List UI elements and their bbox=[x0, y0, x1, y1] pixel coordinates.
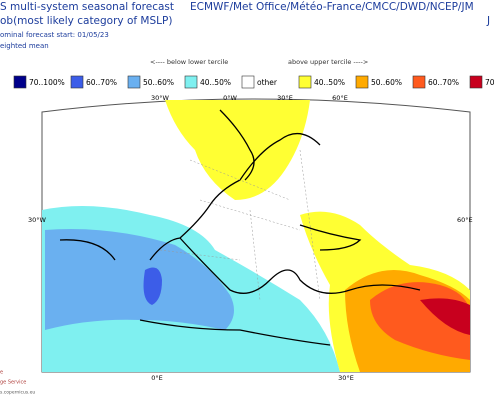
legend-swatch bbox=[298, 75, 312, 89]
legend-above-label: above upper tercile ----> bbox=[288, 58, 368, 66]
legend-swatch bbox=[184, 75, 198, 89]
legend: 70..100% 60..70% 50..60% 40..50% other 40..50… bbox=[13, 75, 495, 89]
lon-label: 30°E bbox=[277, 94, 293, 102]
lat-label: 30°W bbox=[28, 216, 47, 224]
legend-label: 60..70% bbox=[86, 78, 117, 87]
logo-fragment: e bbox=[0, 370, 3, 376]
legend-below-label: <---- below lower tercile bbox=[150, 58, 228, 66]
forecast-start: ominal forecast start: 01/05/23 bbox=[0, 31, 109, 39]
legend-label: 70..100% bbox=[29, 78, 65, 87]
legend-label: 70..10 bbox=[485, 78, 495, 87]
legend-swatch bbox=[127, 75, 141, 89]
legend-swatch bbox=[412, 75, 426, 89]
legend-swatch bbox=[70, 75, 84, 89]
lon-label: 60°E bbox=[332, 94, 348, 102]
legend-swatch bbox=[241, 75, 255, 89]
legend-label: 50..60% bbox=[371, 78, 402, 87]
map bbox=[41, 98, 471, 373]
legend-label: 50..60% bbox=[143, 78, 174, 87]
legend-label: 40..50% bbox=[314, 78, 345, 87]
legend-label: 60..70% bbox=[428, 78, 459, 87]
legend-swatch bbox=[355, 75, 369, 89]
legend-label: 40..50% bbox=[200, 78, 231, 87]
url: s.copernicus.eu bbox=[0, 390, 35, 396]
lon-label: 0°W bbox=[223, 94, 237, 102]
weighting: eighted mean bbox=[0, 42, 49, 50]
lat-label: 60°E bbox=[457, 216, 473, 224]
title: S multi-system seasonal forecast bbox=[0, 1, 174, 13]
legend-swatch bbox=[469, 75, 483, 89]
centres: ECMWF/Met Office/Météo-France/CMCC/DWD/N… bbox=[190, 1, 474, 13]
subtitle: ob(most likely category of MSLP) bbox=[0, 15, 172, 27]
lon-label: 30°W bbox=[151, 94, 170, 102]
service-name: ge Service bbox=[0, 380, 26, 386]
right-fragment: J bbox=[486, 15, 490, 27]
lon-label: 30°E bbox=[338, 374, 354, 382]
lon-label: 0°E bbox=[151, 374, 163, 382]
legend-swatch bbox=[13, 75, 27, 89]
legend-label: other bbox=[257, 78, 278, 87]
